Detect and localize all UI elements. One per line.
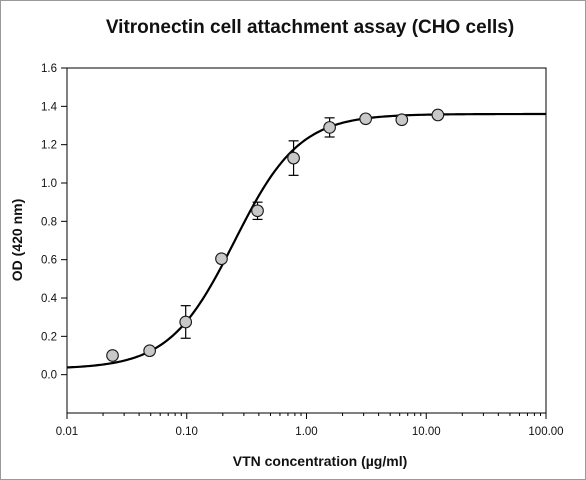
data-point xyxy=(179,315,193,329)
data-point xyxy=(323,121,336,134)
data-point xyxy=(395,113,409,127)
data-point xyxy=(359,112,373,126)
y-tick-label: 1.6 xyxy=(41,63,57,75)
x-tick-label: 10.00 xyxy=(412,426,441,438)
y-axis-label: OD (420 nm) xyxy=(9,199,25,281)
x-tick-label: 0.01 xyxy=(56,426,78,438)
data-points xyxy=(106,108,445,362)
y-tick-label: 1.2 xyxy=(41,140,57,152)
x-tick-label: 1.00 xyxy=(295,426,317,438)
data-point xyxy=(215,252,228,266)
y-tick-label: 0.2 xyxy=(41,331,57,343)
data-point xyxy=(143,344,157,358)
plot-box xyxy=(66,67,547,414)
y-tick-label: 1.4 xyxy=(41,101,58,113)
x-tick-label: 100.00 xyxy=(528,426,563,438)
data-point xyxy=(431,108,445,122)
y-tick-label: 0.8 xyxy=(41,216,57,228)
data-point xyxy=(287,151,300,165)
error-bars xyxy=(180,117,335,339)
y-axis-ticks: 0.0 0.2 0.4 0.6 0.8 1.0 1.2 1.4 1.6 xyxy=(41,63,67,382)
chart-title: Vitronectin cell attachment assay (CHO c… xyxy=(106,17,514,38)
y-tick-label: 1.0 xyxy=(41,178,57,190)
x-axis-ticks: 0.01 0.10 1.00 10.00 100.00 xyxy=(56,413,564,438)
y-tick-label: 0.4 xyxy=(41,293,58,305)
data-point xyxy=(251,204,264,218)
x-axis-label: VTN concentration (µg/ml) xyxy=(233,453,408,469)
plot-area: 0.0 0.2 0.4 0.6 0.8 1.0 1.2 1.4 1.6 0.01 0.10 1.00… xyxy=(41,63,564,438)
data-point xyxy=(106,349,119,362)
y-tick-label: 0.6 xyxy=(41,255,57,267)
x-tick-label: 0.10 xyxy=(176,426,198,438)
y-tick-label: 0.0 xyxy=(41,370,57,382)
fit-curve xyxy=(66,112,546,369)
